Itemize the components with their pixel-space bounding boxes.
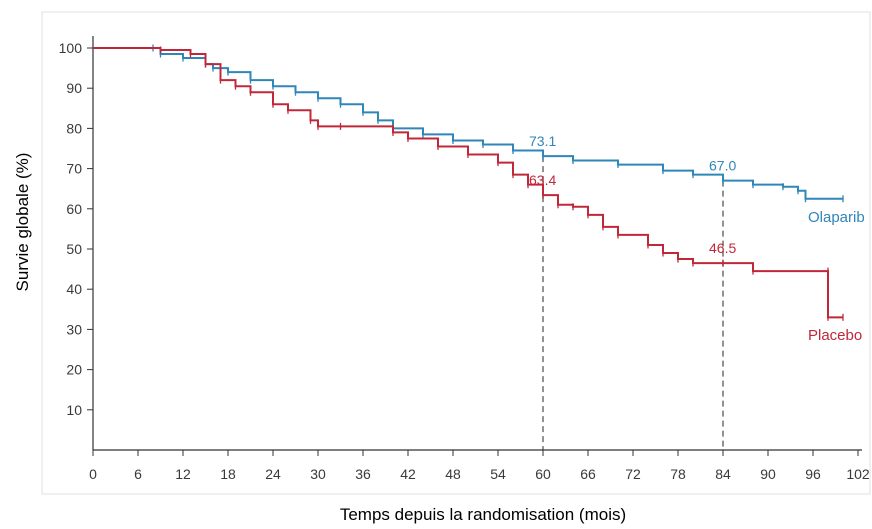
x-tick-label: 0 <box>89 466 97 482</box>
x-tick-label: 36 <box>355 466 371 482</box>
plot-frame <box>41 11 871 495</box>
x-tick-label: 6 <box>134 466 142 482</box>
x-tick-label: 18 <box>220 466 236 482</box>
x-tick-label: 60 <box>535 466 551 482</box>
x-tick-label: 54 <box>490 466 506 482</box>
series-label-olaparib: Olaparib <box>808 209 865 226</box>
x-tick-label: 102 <box>846 466 870 482</box>
x-tick-label: 66 <box>580 466 596 482</box>
series-line-placebo <box>93 47 843 319</box>
y-tick-label: 20 <box>66 362 82 378</box>
x-tick-label: 84 <box>715 466 731 482</box>
y-axis-label: Survie globale (%) <box>13 153 32 292</box>
x-tick-label: 96 <box>805 466 821 482</box>
y-tick-label: 100 <box>59 40 83 56</box>
data-label: 67.0 <box>709 158 736 174</box>
y-tick-label: 70 <box>66 161 82 177</box>
x-tick-label: 12 <box>175 466 191 482</box>
data-label: 46.5 <box>709 240 736 256</box>
x-axis-label: Temps depuis la randomisation (mois) <box>340 505 626 524</box>
x-tick-label: 90 <box>760 466 776 482</box>
x-tick-label: 30 <box>310 466 326 482</box>
series-line-olaparib <box>93 47 843 200</box>
y-tick-label: 50 <box>66 241 82 257</box>
y-tick-label: 10 <box>66 402 82 418</box>
series-label-placebo: Placebo <box>808 327 862 344</box>
y-tick-label: 30 <box>66 321 82 337</box>
x-tick-label: 72 <box>625 466 641 482</box>
x-tick-label: 42 <box>400 466 416 482</box>
data-label: 63.4 <box>529 172 556 188</box>
y-tick-label: 40 <box>66 281 82 297</box>
x-tick-label: 24 <box>265 466 281 482</box>
x-tick-label: 48 <box>445 466 461 482</box>
y-tick-label: 80 <box>66 120 82 136</box>
y-tick-label: 60 <box>66 201 82 217</box>
y-tick-label: 90 <box>66 80 82 96</box>
data-label: 73.1 <box>529 133 556 149</box>
x-tick-label: 78 <box>670 466 686 482</box>
